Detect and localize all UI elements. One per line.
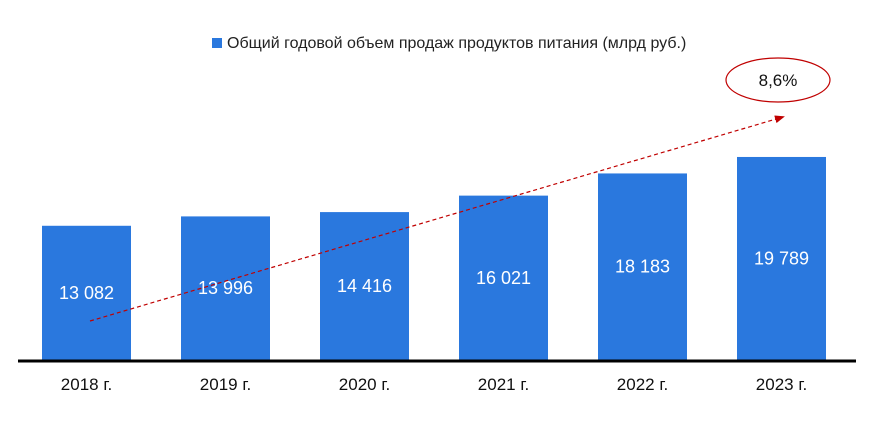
bar-value-label: 16 021 xyxy=(476,268,531,288)
growth-ellipse xyxy=(725,57,831,103)
x-tick-label: 2020 г. xyxy=(339,375,390,394)
bar-value-label: 18 183 xyxy=(615,257,670,277)
bar-value-label: 19 789 xyxy=(754,248,809,268)
x-tick-label: 2018 г. xyxy=(61,375,112,394)
x-tick-label: 2021 г. xyxy=(478,375,529,394)
bar-value-label: 13 996 xyxy=(198,278,253,298)
bars-group xyxy=(42,156,826,360)
x-tick-label: 2022 г. xyxy=(617,375,668,394)
bar-value-label: 14 416 xyxy=(337,276,392,296)
legend-swatch xyxy=(212,38,222,48)
value-labels-group: 13 082 13 996 14 416 16 021 18 183 19 789 xyxy=(59,248,809,302)
legend: Общий годовой объем продаж продуктов пит… xyxy=(212,35,686,52)
growth-label: 8,6% xyxy=(759,71,798,90)
bar-2018-г xyxy=(42,225,131,360)
x-tick-label: 2023 г. xyxy=(756,375,807,394)
bar-2023-г xyxy=(737,156,826,360)
bar-2019-г xyxy=(181,216,270,360)
x-tick-labels: 2018 г. 2019 г. 2020 г. 2021 г. 2022 г. 2023 … xyxy=(61,375,807,394)
trend-arrow xyxy=(89,115,785,322)
bar-2020-г xyxy=(320,212,409,360)
bar-2022-г xyxy=(598,173,687,360)
growth-annotation: 8,6% xyxy=(725,57,831,103)
x-tick-label: 2019 г. xyxy=(200,375,251,394)
legend-label: Общий годовой объем продаж продуктов пит… xyxy=(227,35,686,52)
bar-2021-г xyxy=(459,195,548,360)
bar-value-label: 13 082 xyxy=(59,283,114,303)
